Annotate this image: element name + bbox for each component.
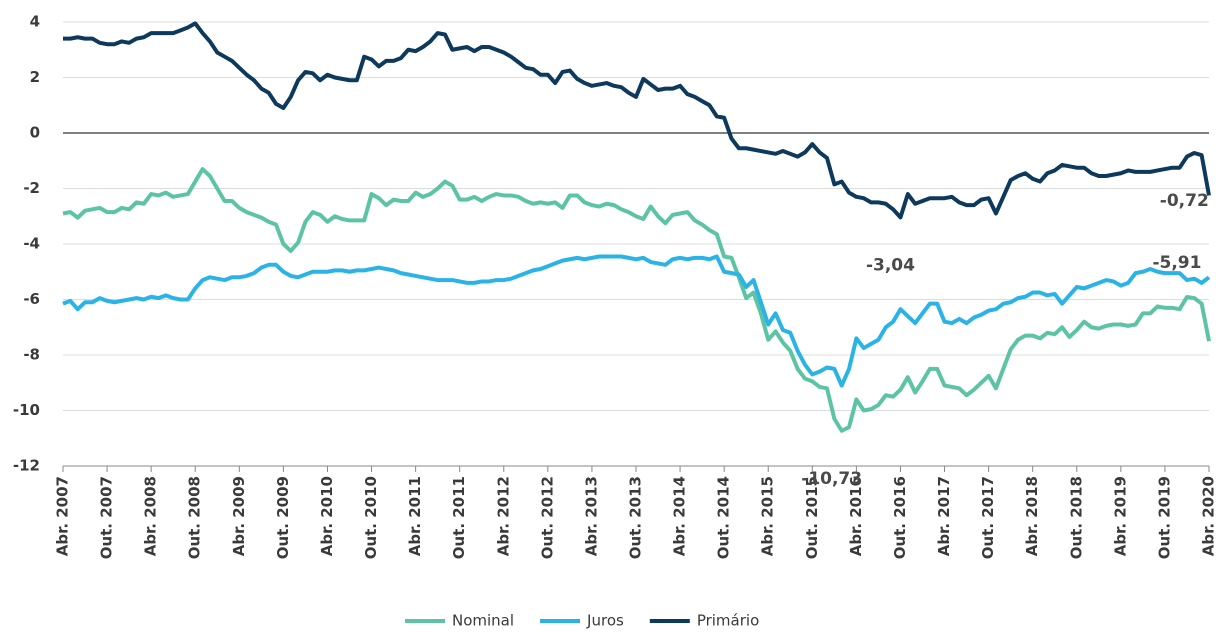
legend-label: Juros: [586, 612, 624, 630]
x-tick-label: Out. 2012: [538, 476, 556, 559]
x-tick-label: Out. 2014: [715, 476, 733, 559]
x-tick-label: Out. 2013: [627, 476, 645, 559]
x-tick-label: Abr. 2014: [671, 476, 689, 556]
x-tick-label: Abr. 2015: [759, 476, 777, 556]
x-tick-label: Out. 2008: [186, 476, 204, 559]
x-tick-label: Abr. 2018: [1023, 476, 1041, 556]
x-tick-label: Abr. 2012: [494, 476, 512, 556]
series-line: [62, 167, 1211, 433]
x-tick-label: Abr. 2020: [1200, 476, 1218, 556]
x-tick-label: Abr. 2007: [54, 476, 72, 556]
x-tick-label: Out. 2017: [979, 476, 997, 559]
x-tick-label: Abr. 2016: [847, 476, 865, 556]
y-tick-label: -12: [13, 457, 40, 475]
annotation: -5,91: [1152, 253, 1201, 273]
x-tick-label: Out. 2011: [450, 476, 468, 559]
annotation: -10,73: [801, 469, 862, 489]
x-tick-label: Out. 2018: [1067, 476, 1085, 559]
x-tick-label: Abr. 2010: [318, 476, 336, 556]
x-tick-label: Out. 2007: [98, 476, 116, 559]
y-tick-label: 0: [30, 124, 40, 142]
y-tick-label: -10: [13, 401, 40, 419]
y-tick-label: -2: [23, 179, 40, 197]
y-tick-label: -6: [23, 290, 40, 308]
legend-label: Nominal: [452, 612, 514, 630]
y-tick-label: -8: [23, 346, 40, 364]
x-tick-label: Out. 2019: [1155, 476, 1173, 559]
x-tick-label: Abr. 2017: [935, 476, 953, 556]
x-tick-label: Abr. 2013: [582, 476, 600, 556]
x-tick-label: Out. 2009: [274, 476, 292, 559]
x-tick-label: Abr. 2008: [142, 476, 160, 556]
series-line: [62, 254, 1211, 388]
x-tick-label: Out. 2016: [891, 476, 909, 559]
annotation: -3,04: [866, 255, 915, 275]
x-tick-label: Out. 2015: [803, 476, 821, 559]
series-line: [63, 21, 1211, 220]
y-tick-label: 4: [30, 13, 40, 31]
y-tick-label: -4: [23, 235, 40, 253]
x-tick-label: Abr. 2011: [406, 476, 424, 556]
legend-label: Primário: [697, 612, 759, 630]
annotation: -0,72: [1160, 191, 1209, 211]
x-tick-label: Out. 2010: [362, 476, 380, 559]
x-tick-label: Abr. 2019: [1111, 476, 1129, 556]
x-tick-label: Abr. 2009: [230, 476, 248, 556]
y-tick-label: 2: [30, 68, 40, 86]
